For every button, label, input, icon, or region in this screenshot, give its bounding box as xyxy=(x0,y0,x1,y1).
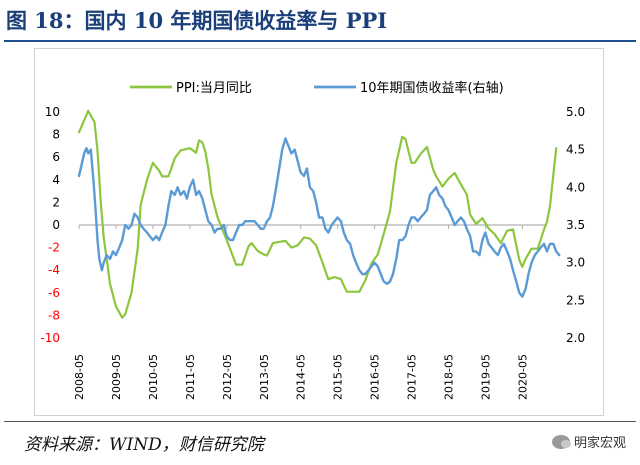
y-right-tick-label: 4.0 xyxy=(566,180,585,194)
y-left-tick-label: 4 xyxy=(52,173,60,187)
x-tick-label: 2017-05 xyxy=(406,354,419,400)
y-left-tick-label: 6 xyxy=(52,150,60,164)
x-tick-label: 2015-05 xyxy=(332,354,345,400)
source-rule xyxy=(4,421,636,422)
x-tick-label: 2016-05 xyxy=(369,354,382,400)
y-left-tick-label: -4 xyxy=(48,263,60,277)
chart-title: 图 18：国内 10 年期国债收益率与 PPI xyxy=(6,8,388,33)
x-tick-label: 2010-05 xyxy=(147,354,160,400)
watermark: 明家宏观 xyxy=(551,432,626,451)
chart-frame xyxy=(34,48,604,416)
wechat-icon xyxy=(551,434,571,449)
chart-series xyxy=(77,109,561,319)
legend-label: PPI:当月同比 xyxy=(176,81,252,96)
y-left-tick-label: 2 xyxy=(52,195,60,209)
y-right-tick-label: 2.5 xyxy=(566,293,585,307)
x-tick-label: 2009-05 xyxy=(110,354,123,400)
x-tick-label: 2011-05 xyxy=(184,354,197,400)
y-left-tick-label: 0 xyxy=(52,218,60,232)
source-note: 资料来源：WIND，财信研究院 xyxy=(24,435,264,455)
x-tick-label: 2018-05 xyxy=(442,354,455,400)
legend-label: 10年期国债收益率(右轴) xyxy=(360,80,504,96)
y-right-tick-label: 4.5 xyxy=(566,143,585,157)
y-left-tick-label: -10 xyxy=(40,331,60,345)
series-ppi-line xyxy=(77,109,558,319)
x-tick-label: 2008-05 xyxy=(73,354,86,400)
x-tick-label: 2019-05 xyxy=(479,354,492,400)
y-left-tick-label: 10 xyxy=(45,105,60,119)
x-tick-label: 2020-05 xyxy=(516,354,529,400)
y-right-tick-label: 5.0 xyxy=(566,105,585,119)
y-right-tick-label: 2.0 xyxy=(566,331,585,345)
chart-legend: PPI:当月同比 10年期国债收益率(右轴) xyxy=(130,80,504,96)
y-right-tick-label: 3.5 xyxy=(566,218,585,232)
watermark-text: 明家宏观 xyxy=(573,436,626,451)
y-left-tick-label: -8 xyxy=(48,308,60,322)
title-rule xyxy=(4,40,636,42)
chart-axes: 10 8 6 4 2 0 -2 -4 -6 -8 -10 5.0 4.5 4.0 3.5 3.0 2.5 2.0 2… xyxy=(40,105,585,400)
y-left-tick-label: -6 xyxy=(48,286,60,300)
x-tick-label: 2012-05 xyxy=(221,354,234,400)
x-tick-label: 2014-05 xyxy=(295,354,308,400)
y-left-tick-label: -2 xyxy=(48,241,60,255)
y-right-tick-label: 3.0 xyxy=(566,256,585,270)
y-left-tick-label: 8 xyxy=(52,128,60,142)
x-tick-label: 2013-05 xyxy=(258,354,271,400)
series-yield-line xyxy=(77,137,561,298)
